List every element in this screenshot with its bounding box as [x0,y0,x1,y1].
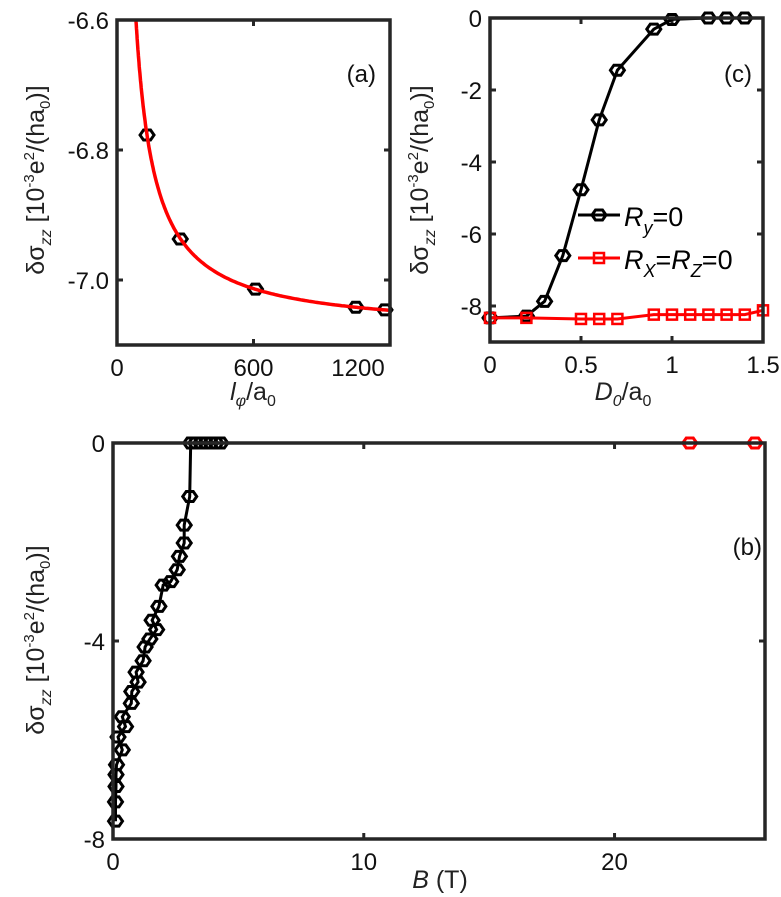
panel-a: 0 600 1200 -6.6 -6.8 -7.0 [68,8,394,382]
data-point-hexagon [644,22,663,36]
legend-marker-hexagon [590,208,608,222]
y-tick-label: -4 [84,629,105,656]
data-point-hexagon [154,578,172,592]
series-series-1 [134,18,391,313]
data-point-hexagon [134,654,152,668]
data-point-hexagon [141,632,159,646]
y-tick-label: -6 [461,222,482,249]
x-tick-label: 0 [106,849,119,876]
data-point-hexagon [175,536,194,550]
data-point-square [720,308,733,321]
data-point-hexagon [608,63,627,77]
data-point-hexagon [246,282,265,296]
data-point-hexagon [376,303,394,317]
panel-label-b: (b) [733,534,762,561]
data-point-hexagon [590,208,608,222]
data-point-hexagon [122,696,141,710]
data-point-square [520,311,533,325]
panel-b: 0 10 20 0 -4 -8 [84,431,767,876]
y-tick-label: -4 [461,150,482,177]
data-point-hexagon [127,665,145,679]
data-point-square [647,308,661,321]
data-point-square [611,312,624,326]
y-tick-label: -2 [461,78,482,105]
x-tick-label: 600 [233,355,273,382]
ylabel-a: δσzz [10-3e2/(ha0)] [21,85,55,274]
data-point-hexagon [122,684,141,698]
series-series-0 [138,128,394,317]
ylabel-text: δσzz [10-3e2/(ha0)] [405,85,439,274]
ylabel-c: δσzz [10-3e2/(ha0)] [405,85,439,274]
data-point-hexagon [535,294,554,308]
series-line [114,441,221,822]
data-point-hexagon [168,563,187,577]
x-tick-label: 0 [110,355,123,382]
data-point-hexagon [136,640,154,654]
series-line [490,308,764,321]
data-point-hexagon [143,613,161,627]
data-point-hexagon [170,549,189,563]
y-tick-label: -6.6 [68,8,109,35]
series-series-0 [106,436,230,828]
fit-curve [134,18,391,313]
data-point-hexagon [113,710,132,724]
xlabel-a: lφ/a0 [230,378,276,410]
x-tick-label: 0 [483,352,496,379]
data-point-hexagon [150,599,168,613]
ylabel-text: δσzz [10-3e2/(ha0)] [21,545,55,734]
legend-label-ry: Ry=0 [624,202,683,238]
panel-label-a: (a) [347,61,376,88]
xlabel-b: B (T) [412,866,468,894]
panel-c: 0 0.5 1 1.5 0 -2 -4 -6 -8 [461,6,780,379]
data-point-hexagon [113,743,132,757]
panel-label-c: (c) [724,61,752,88]
y-tick-label: 0 [469,6,482,33]
data-point-hexagon [553,249,572,263]
axes-box [115,18,392,347]
x-tick-label: 1 [665,352,678,379]
axes-box [111,441,767,841]
y-tick-label: 0 [92,431,105,458]
x-tick-label: 1.5 [746,352,779,379]
series-R_y=0 [481,11,754,325]
y-tick-label: -8 [84,827,105,854]
axes-box [488,16,765,344]
data-point-hexagon [175,518,194,532]
legend-label-rxz: RX=RZ=0 [624,245,733,281]
y-tick-label: -7.0 [68,268,109,295]
legend-marker-square [592,251,606,265]
x-tick-label: 10 [350,849,377,876]
y-tick-label: -6.8 [68,138,109,165]
data-point-hexagon [161,575,180,589]
data-point-hexagon [590,113,609,127]
data-point-square [702,308,715,321]
data-point-hexagon [180,489,199,503]
x-tick-label: 20 [601,849,628,876]
data-point-square [574,312,588,326]
data-point-square [665,308,679,321]
data-point-hexagon [138,128,156,142]
data-point-square [592,312,606,326]
data-point-hexagon [517,309,536,323]
y-tick-label: -8 [461,294,482,321]
x-tick-label: 1200 [331,355,384,382]
x-tick-label: 0.5 [564,352,597,379]
ylabel-b: δσzz [10-3e2/(ha0)] [21,545,55,734]
data-point-square [683,308,697,321]
legend-c: Ry=0 RX=RZ=0 [578,202,733,281]
xlabel-c: D0/a0 [595,378,652,410]
data-point-hexagon [572,183,590,197]
data-point-square [738,308,752,321]
ylabel-text: δσzz [10-3e2/(ha0)] [21,85,55,274]
